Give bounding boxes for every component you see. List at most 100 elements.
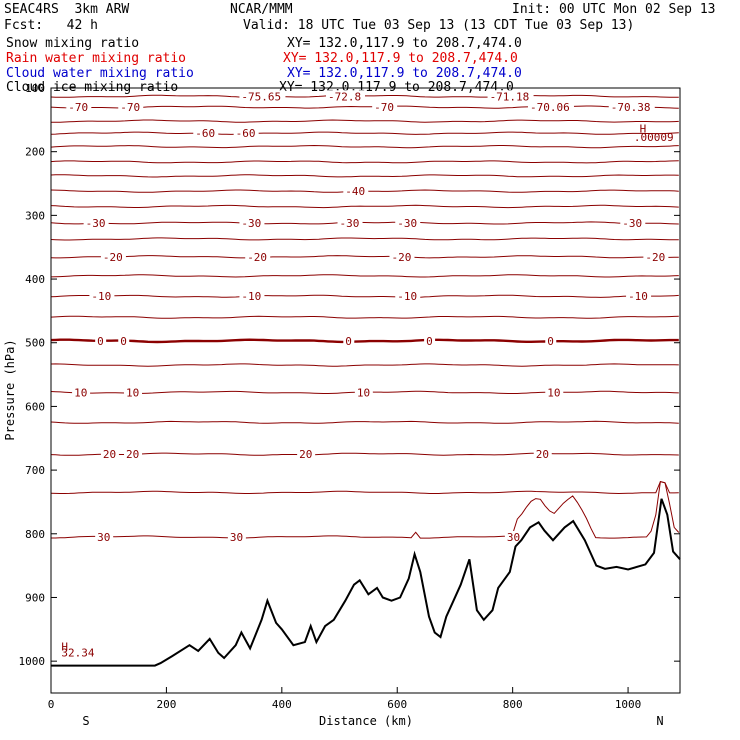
isotherm-label-bg — [643, 250, 669, 263]
y-tick-label: 500 — [25, 337, 45, 350]
valid-time: Valid: 18 UTC Tue 03 Sep 13 (13 CDT Tue … — [243, 18, 635, 33]
isotherm-label-bg — [608, 101, 655, 114]
plot-frame — [50, 87, 681, 694]
isotherm-label-bg — [337, 217, 363, 230]
isotherm-label-bg — [395, 290, 421, 303]
isotherm-label-bg — [72, 386, 91, 399]
y-tick-label: 800 — [25, 528, 45, 541]
isotherm-label: 10 — [357, 386, 370, 399]
isotherm-label: -10 — [397, 290, 417, 303]
isotherm-label: 10 — [547, 386, 560, 399]
x-tick-label: 600 — [387, 698, 407, 711]
isotherm-label-bg — [118, 334, 130, 347]
isotherm-label: 0 — [426, 335, 433, 348]
axes: 0 200 400 600 800 100010020030040050060070080… — [19, 82, 680, 711]
org-label: NCAR/MMM — [230, 2, 293, 17]
x-axis-label: Distance (km) — [319, 714, 413, 728]
isotherm-label: 30 — [230, 531, 243, 544]
isotherm-label: 0 — [97, 335, 104, 348]
isotherm-label: 10 — [74, 386, 87, 399]
isotherm-line — [50, 420, 679, 424]
isotherm-label-bg — [239, 90, 286, 103]
isotherm-line — [50, 363, 679, 367]
isotherm-label-bg — [83, 217, 109, 230]
isotherm-label: -30 — [397, 217, 417, 230]
isotherm-label-bg — [343, 185, 369, 198]
isotherm-label: -70.38 — [611, 101, 651, 114]
terrain-profile — [51, 498, 681, 667]
isotherm-label-bg — [395, 217, 421, 230]
isotherm-label: -70 — [120, 101, 140, 114]
isotherm-label-bg — [124, 386, 143, 399]
isotherm-line — [50, 315, 679, 319]
isotherm-label-bg — [354, 386, 373, 399]
isotherm-label: -70 — [374, 101, 394, 114]
x-tick-label: 1000 — [615, 698, 642, 711]
y-tick-label: 100 — [25, 82, 45, 95]
isotherm-label-bg — [527, 101, 574, 114]
extremum-label: H — [61, 640, 68, 653]
isotherm-line — [50, 481, 679, 495]
isotherm-line — [50, 131, 679, 135]
isotherm-label: -70.06 — [530, 101, 570, 114]
y-tick-label: 300 — [25, 209, 45, 222]
isotherm-line — [50, 119, 679, 123]
isotherm-line — [50, 294, 679, 298]
isotherm-label: -30 — [86, 217, 106, 230]
field-xy-cloudwater: XY= 132.0,117.9 to 208.7,474.0 — [287, 66, 522, 81]
isotherm-line — [50, 144, 679, 149]
isotherm-label: -70 — [68, 101, 88, 114]
y-tick-label: 1000 — [19, 655, 46, 668]
isotherm-label: 0 — [345, 335, 352, 348]
isotherm-label-bg — [545, 334, 557, 347]
y-axis-label: Pressure (hPa) — [3, 339, 17, 440]
x-tick-label: 0 — [48, 698, 55, 711]
isotherm-line — [50, 237, 679, 241]
isotherm-label-bg — [100, 250, 126, 263]
isotherm-label: 0 — [120, 335, 127, 348]
isotherm-label-bg — [245, 250, 271, 263]
isotherm-label: -72.8 — [328, 90, 361, 103]
field-label-rain: Rain water mixing ratio — [6, 51, 187, 66]
forecast-hour: Fcst: 42 h — [4, 18, 98, 33]
isotherm-label-bg — [424, 334, 436, 347]
x-tick-label: 200 — [156, 698, 176, 711]
isotherm-label: -30 — [241, 217, 261, 230]
isotherm-label-bg — [487, 90, 534, 103]
extremum-label: 32.34 — [61, 647, 94, 660]
isotherm-label-bg — [626, 290, 652, 303]
isotherm-label: 20 — [126, 448, 139, 461]
isotherm-label: -60 — [195, 127, 215, 140]
isotherm-label: 30 — [97, 531, 110, 544]
x-tick-label: 800 — [503, 698, 523, 711]
isotherm-label-bg — [233, 127, 259, 140]
isotherm-label: -30 — [340, 217, 360, 230]
isotherm-label: 20 — [536, 448, 549, 461]
isotherm-label: -60 — [236, 127, 256, 140]
isotherm-label: 30 — [507, 531, 520, 544]
y-tick-label: 600 — [25, 400, 45, 413]
isotherm-label: -10 — [628, 290, 648, 303]
isotherm-line — [51, 480, 680, 539]
end-label-south: S — [82, 714, 89, 728]
isotherm-label: -30 — [622, 217, 642, 230]
field-xy-snow: XY= 132.0,117.9 to 208.7,474.0 — [287, 36, 522, 51]
isotherm-label: 0 — [547, 335, 554, 348]
isotherm-line — [50, 221, 679, 225]
extremum-label: .00009 — [634, 131, 674, 144]
isotherm-line — [50, 160, 679, 164]
model-title: SEAC4RS 3km ARW — [4, 2, 130, 17]
extremum-label: H — [640, 123, 647, 136]
isotherm-label: -40 — [345, 185, 365, 198]
isotherm-line — [50, 174, 679, 178]
isotherm-label: -20 — [391, 251, 411, 264]
y-tick-label: 700 — [25, 464, 45, 477]
isotherm-label-bg — [66, 101, 92, 114]
isotherm-label-bg — [389, 250, 415, 263]
isotherm-label-bg — [118, 101, 144, 114]
isotherm-label-bg — [227, 530, 246, 543]
isotherm-label: 20 — [103, 448, 116, 461]
isotherm-label: 10 — [126, 386, 139, 399]
isotherm-label-bg — [297, 448, 316, 461]
